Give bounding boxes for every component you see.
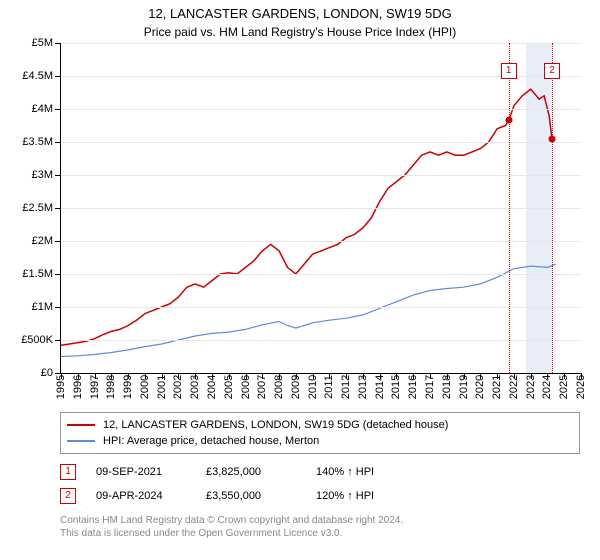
legend-label: HPI: Average price, detached house, Mert… [103, 435, 319, 447]
x-axis-label: 2016 [407, 375, 419, 399]
legend-row: HPI: Average price, detached house, Mert… [67, 433, 573, 449]
x-axis-label: 2004 [206, 375, 218, 399]
y-tick [55, 142, 61, 143]
x-axis-label: 2020 [474, 375, 486, 399]
footer-line: This data is licensed under the Open Gov… [60, 527, 580, 540]
chart-title: 12, LANCASTER GARDENS, LONDON, SW19 5DG [0, 0, 600, 23]
y-tick [55, 43, 61, 44]
x-axis-label: 2023 [525, 375, 537, 399]
sale-entry-row: 1 09-SEP-2021£3,825,000140% ↑ HPI [60, 460, 580, 484]
x-axis-label: 2005 [223, 375, 235, 399]
x-axis-label: 2006 [240, 375, 252, 399]
y-axis-label: £3.5M [22, 136, 53, 148]
y-axis-label: £1M [32, 301, 53, 313]
x-axis-label: 1996 [72, 375, 84, 399]
legend-swatch [67, 440, 95, 442]
x-axis-label: 2008 [273, 375, 285, 399]
marker-vline [552, 43, 553, 373]
y-axis-label: £0 [41, 367, 53, 379]
entry-pct: 120% ↑ HPI [316, 490, 426, 502]
x-axis-label: 2025 [558, 375, 570, 399]
marker-label-box: 1 [501, 63, 517, 79]
y-tick [55, 175, 61, 176]
y-axis-label: £4M [32, 103, 53, 115]
x-axis-label: 2015 [390, 375, 402, 399]
x-axis-label: 2001 [156, 375, 168, 399]
gridline [61, 43, 581, 44]
y-axis-label: £4.5M [22, 70, 53, 82]
legend-swatch [67, 424, 95, 426]
x-axis-label: 2003 [189, 375, 201, 399]
x-axis-label: 2018 [441, 375, 453, 399]
x-axis-label: 1999 [122, 375, 134, 399]
x-axis-label: 2002 [172, 375, 184, 399]
x-axis-label: 2026 [575, 375, 587, 399]
x-axis-label: 2017 [424, 375, 436, 399]
x-axis-label: 2010 [307, 375, 319, 399]
chart-plot-area: £0£500K£1M£1.5M£2M£2.5M£3M£3.5M£4M£4.5M£… [60, 43, 581, 374]
legend: 12, LANCASTER GARDENS, LONDON, SW19 5DG … [60, 412, 580, 454]
marker-dot [548, 135, 555, 142]
x-axis-label: 2014 [374, 375, 386, 399]
entry-pct: 140% ↑ HPI [316, 466, 426, 478]
gridline [61, 241, 581, 242]
legend-label: 12, LANCASTER GARDENS, LONDON, SW19 5DG … [103, 419, 448, 431]
x-axis-label: 2013 [357, 375, 369, 399]
y-axis-label: £5M [32, 37, 53, 49]
x-axis-label: 2024 [541, 375, 553, 399]
gridline [61, 142, 581, 143]
entry-date: 09-SEP-2021 [96, 466, 206, 478]
entry-date: 09-APR-2024 [96, 490, 206, 502]
gridline [61, 175, 581, 176]
chart-container: 12, LANCASTER GARDENS, LONDON, SW19 5DG … [0, 0, 600, 560]
x-axis-label: 2000 [139, 375, 151, 399]
chart-subtitle: Price paid vs. HM Land Registry's House … [0, 23, 600, 43]
y-axis-label: £2.5M [22, 202, 53, 214]
y-axis-label: £3M [32, 169, 53, 181]
y-axis-label: £2M [32, 235, 53, 247]
entry-price: £3,550,000 [206, 490, 316, 502]
entry-price: £3,825,000 [206, 466, 316, 478]
x-axis-label: 1998 [105, 375, 117, 399]
y-tick [55, 340, 61, 341]
x-axis-label: 2007 [256, 375, 268, 399]
legend-row: 12, LANCASTER GARDENS, LONDON, SW19 5DG … [67, 417, 573, 433]
y-tick [55, 208, 61, 209]
x-axis-label: 2021 [491, 375, 503, 399]
x-axis-label: 2022 [508, 375, 520, 399]
y-axis-label: £1.5M [22, 268, 53, 280]
x-axis-label: 2012 [340, 375, 352, 399]
y-axis-label: £500K [21, 334, 53, 346]
series-line [61, 264, 556, 356]
x-axis-label: 1997 [89, 375, 101, 399]
marker-dot [505, 117, 512, 124]
footer-attribution: Contains HM Land Registry data © Crown c… [60, 514, 580, 540]
x-axis-label: 2011 [323, 375, 335, 399]
marker-label-box: 2 [544, 63, 560, 79]
gridline [61, 274, 581, 275]
x-axis-label: 2009 [290, 375, 302, 399]
gridline [61, 208, 581, 209]
x-axis-label: 1995 [55, 375, 67, 399]
footer-line: Contains HM Land Registry data © Crown c… [60, 514, 580, 527]
y-tick [55, 76, 61, 77]
entry-marker-box: 2 [60, 488, 76, 504]
marker-vline [509, 43, 510, 373]
y-tick [55, 274, 61, 275]
gridline [61, 109, 581, 110]
entry-marker-box: 1 [60, 464, 76, 480]
y-tick [55, 307, 61, 308]
gridline [61, 340, 581, 341]
y-tick [55, 109, 61, 110]
sale-entry-row: 2 09-APR-2024£3,550,000120% ↑ HPI [60, 484, 580, 508]
x-axis-label: 2019 [458, 375, 470, 399]
gridline [61, 307, 581, 308]
y-tick [55, 241, 61, 242]
sale-entries: 1 09-SEP-2021£3,825,000140% ↑ HPI 2 09-APR-… [60, 460, 580, 508]
